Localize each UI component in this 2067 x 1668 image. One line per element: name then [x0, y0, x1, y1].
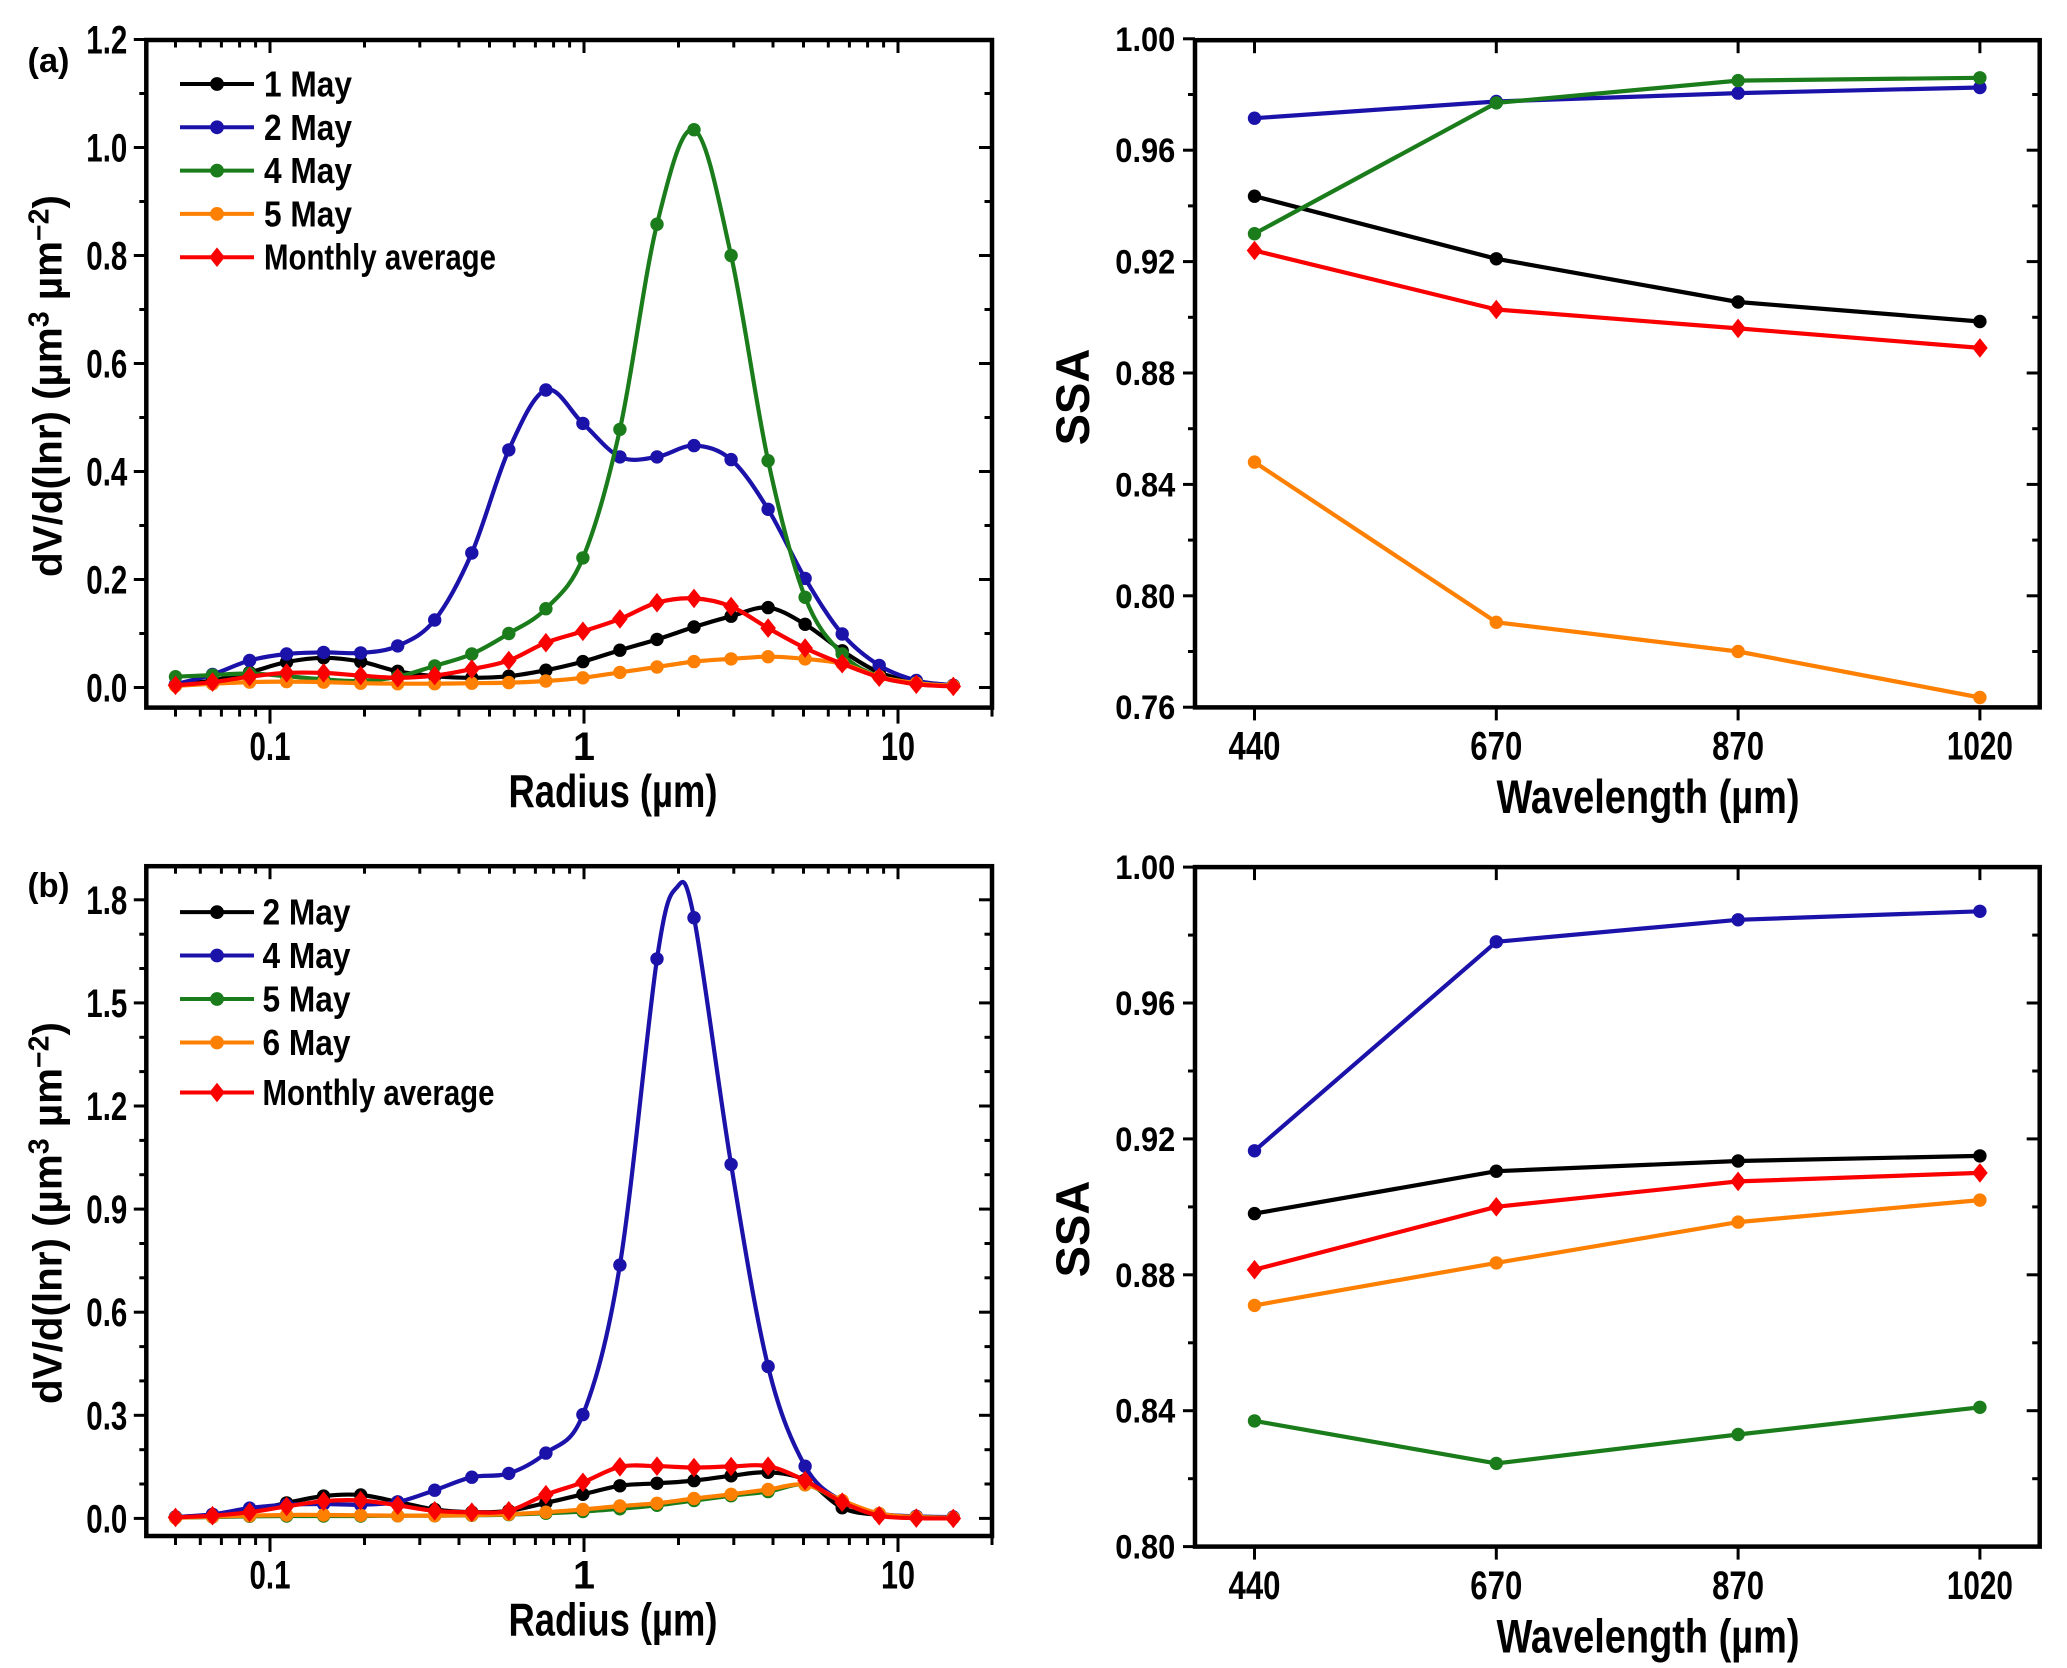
- svg-text:(a): (a): [28, 42, 70, 80]
- svg-text:Monthly average: Monthly average: [263, 1072, 495, 1113]
- svg-text:0.84: 0.84: [1115, 1393, 1175, 1431]
- svg-text:0.76: 0.76: [1115, 689, 1175, 727]
- svg-text:10: 10: [881, 725, 915, 769]
- svg-text:2 May: 2 May: [263, 892, 351, 933]
- svg-text:0.88: 0.88: [1115, 355, 1175, 393]
- svg-text:1.5: 1.5: [86, 982, 127, 1026]
- svg-text:670: 670: [1470, 1564, 1522, 1608]
- svg-text:0.92: 0.92: [1115, 244, 1175, 282]
- svg-text:Monthly average: Monthly average: [264, 237, 496, 278]
- svg-text:440: 440: [1229, 725, 1281, 769]
- svg-text:SSA: SSA: [1046, 1181, 1099, 1278]
- svg-text:6 May: 6 May: [263, 1022, 351, 1063]
- svg-text:1.0: 1.0: [86, 127, 127, 171]
- svg-text:0.92: 0.92: [1115, 1121, 1175, 1159]
- svg-text:Radius (µm): Radius (µm): [509, 1594, 718, 1646]
- svg-text:1 May: 1 May: [264, 64, 352, 105]
- svg-text:Wavelength (µm): Wavelength (µm): [1497, 770, 1800, 823]
- svg-text:1: 1: [573, 1554, 595, 1598]
- svg-text:0.6: 0.6: [86, 343, 127, 387]
- svg-text:0.80: 0.80: [1115, 578, 1175, 616]
- svg-text:4 May: 4 May: [263, 935, 351, 976]
- svg-text:1.2: 1.2: [86, 1085, 127, 1129]
- svg-text:dV/d(lnr) (µm3 µm−2): dV/d(lnr) (µm3 µm−2): [24, 1022, 71, 1404]
- svg-text:0.3: 0.3: [86, 1394, 127, 1438]
- svg-text:0.1: 0.1: [250, 725, 291, 769]
- svg-text:1020: 1020: [1947, 1564, 2013, 1608]
- svg-text:1020: 1020: [1947, 725, 2013, 769]
- svg-text:5 May: 5 May: [264, 193, 352, 234]
- svg-text:1: 1: [573, 725, 595, 769]
- svg-text:0.96: 0.96: [1115, 132, 1175, 170]
- svg-text:0.0: 0.0: [86, 667, 127, 711]
- svg-text:dV/d(lnr) (µm3 µm−2): dV/d(lnr) (µm3 µm−2): [24, 195, 71, 577]
- svg-text:1.2: 1.2: [86, 19, 127, 63]
- svg-text:10: 10: [881, 1554, 915, 1598]
- svg-text:1.8: 1.8: [86, 879, 127, 923]
- svg-text:SSA: SSA: [1046, 349, 1099, 446]
- svg-text:0.84: 0.84: [1115, 466, 1175, 504]
- svg-text:0.8: 0.8: [86, 235, 127, 279]
- svg-text:0.88: 0.88: [1115, 1257, 1175, 1295]
- svg-text:440: 440: [1229, 1564, 1281, 1608]
- svg-text:0.0: 0.0: [86, 1497, 127, 1541]
- svg-text:Wavelength (µm): Wavelength (µm): [1497, 1609, 1800, 1662]
- svg-text:0.4: 0.4: [86, 451, 127, 495]
- svg-text:670: 670: [1470, 725, 1522, 769]
- svg-text:1.00: 1.00: [1115, 21, 1175, 59]
- svg-text:1.00: 1.00: [1115, 849, 1175, 887]
- svg-text:0.2: 0.2: [86, 559, 127, 603]
- svg-text:0.6: 0.6: [86, 1291, 127, 1335]
- svg-text:870: 870: [1712, 1564, 1764, 1608]
- svg-text:2 May: 2 May: [264, 107, 352, 148]
- svg-text:(b): (b): [28, 867, 70, 905]
- svg-text:0.9: 0.9: [86, 1188, 127, 1232]
- svg-text:4 May: 4 May: [264, 150, 352, 191]
- svg-text:0.1: 0.1: [250, 1554, 291, 1598]
- svg-text:870: 870: [1712, 725, 1764, 769]
- svg-text:0.96: 0.96: [1115, 985, 1175, 1023]
- svg-text:5 May: 5 May: [263, 979, 351, 1020]
- svg-text:Radius (µm): Radius (µm): [509, 765, 718, 817]
- svg-text:0.80: 0.80: [1115, 1529, 1175, 1567]
